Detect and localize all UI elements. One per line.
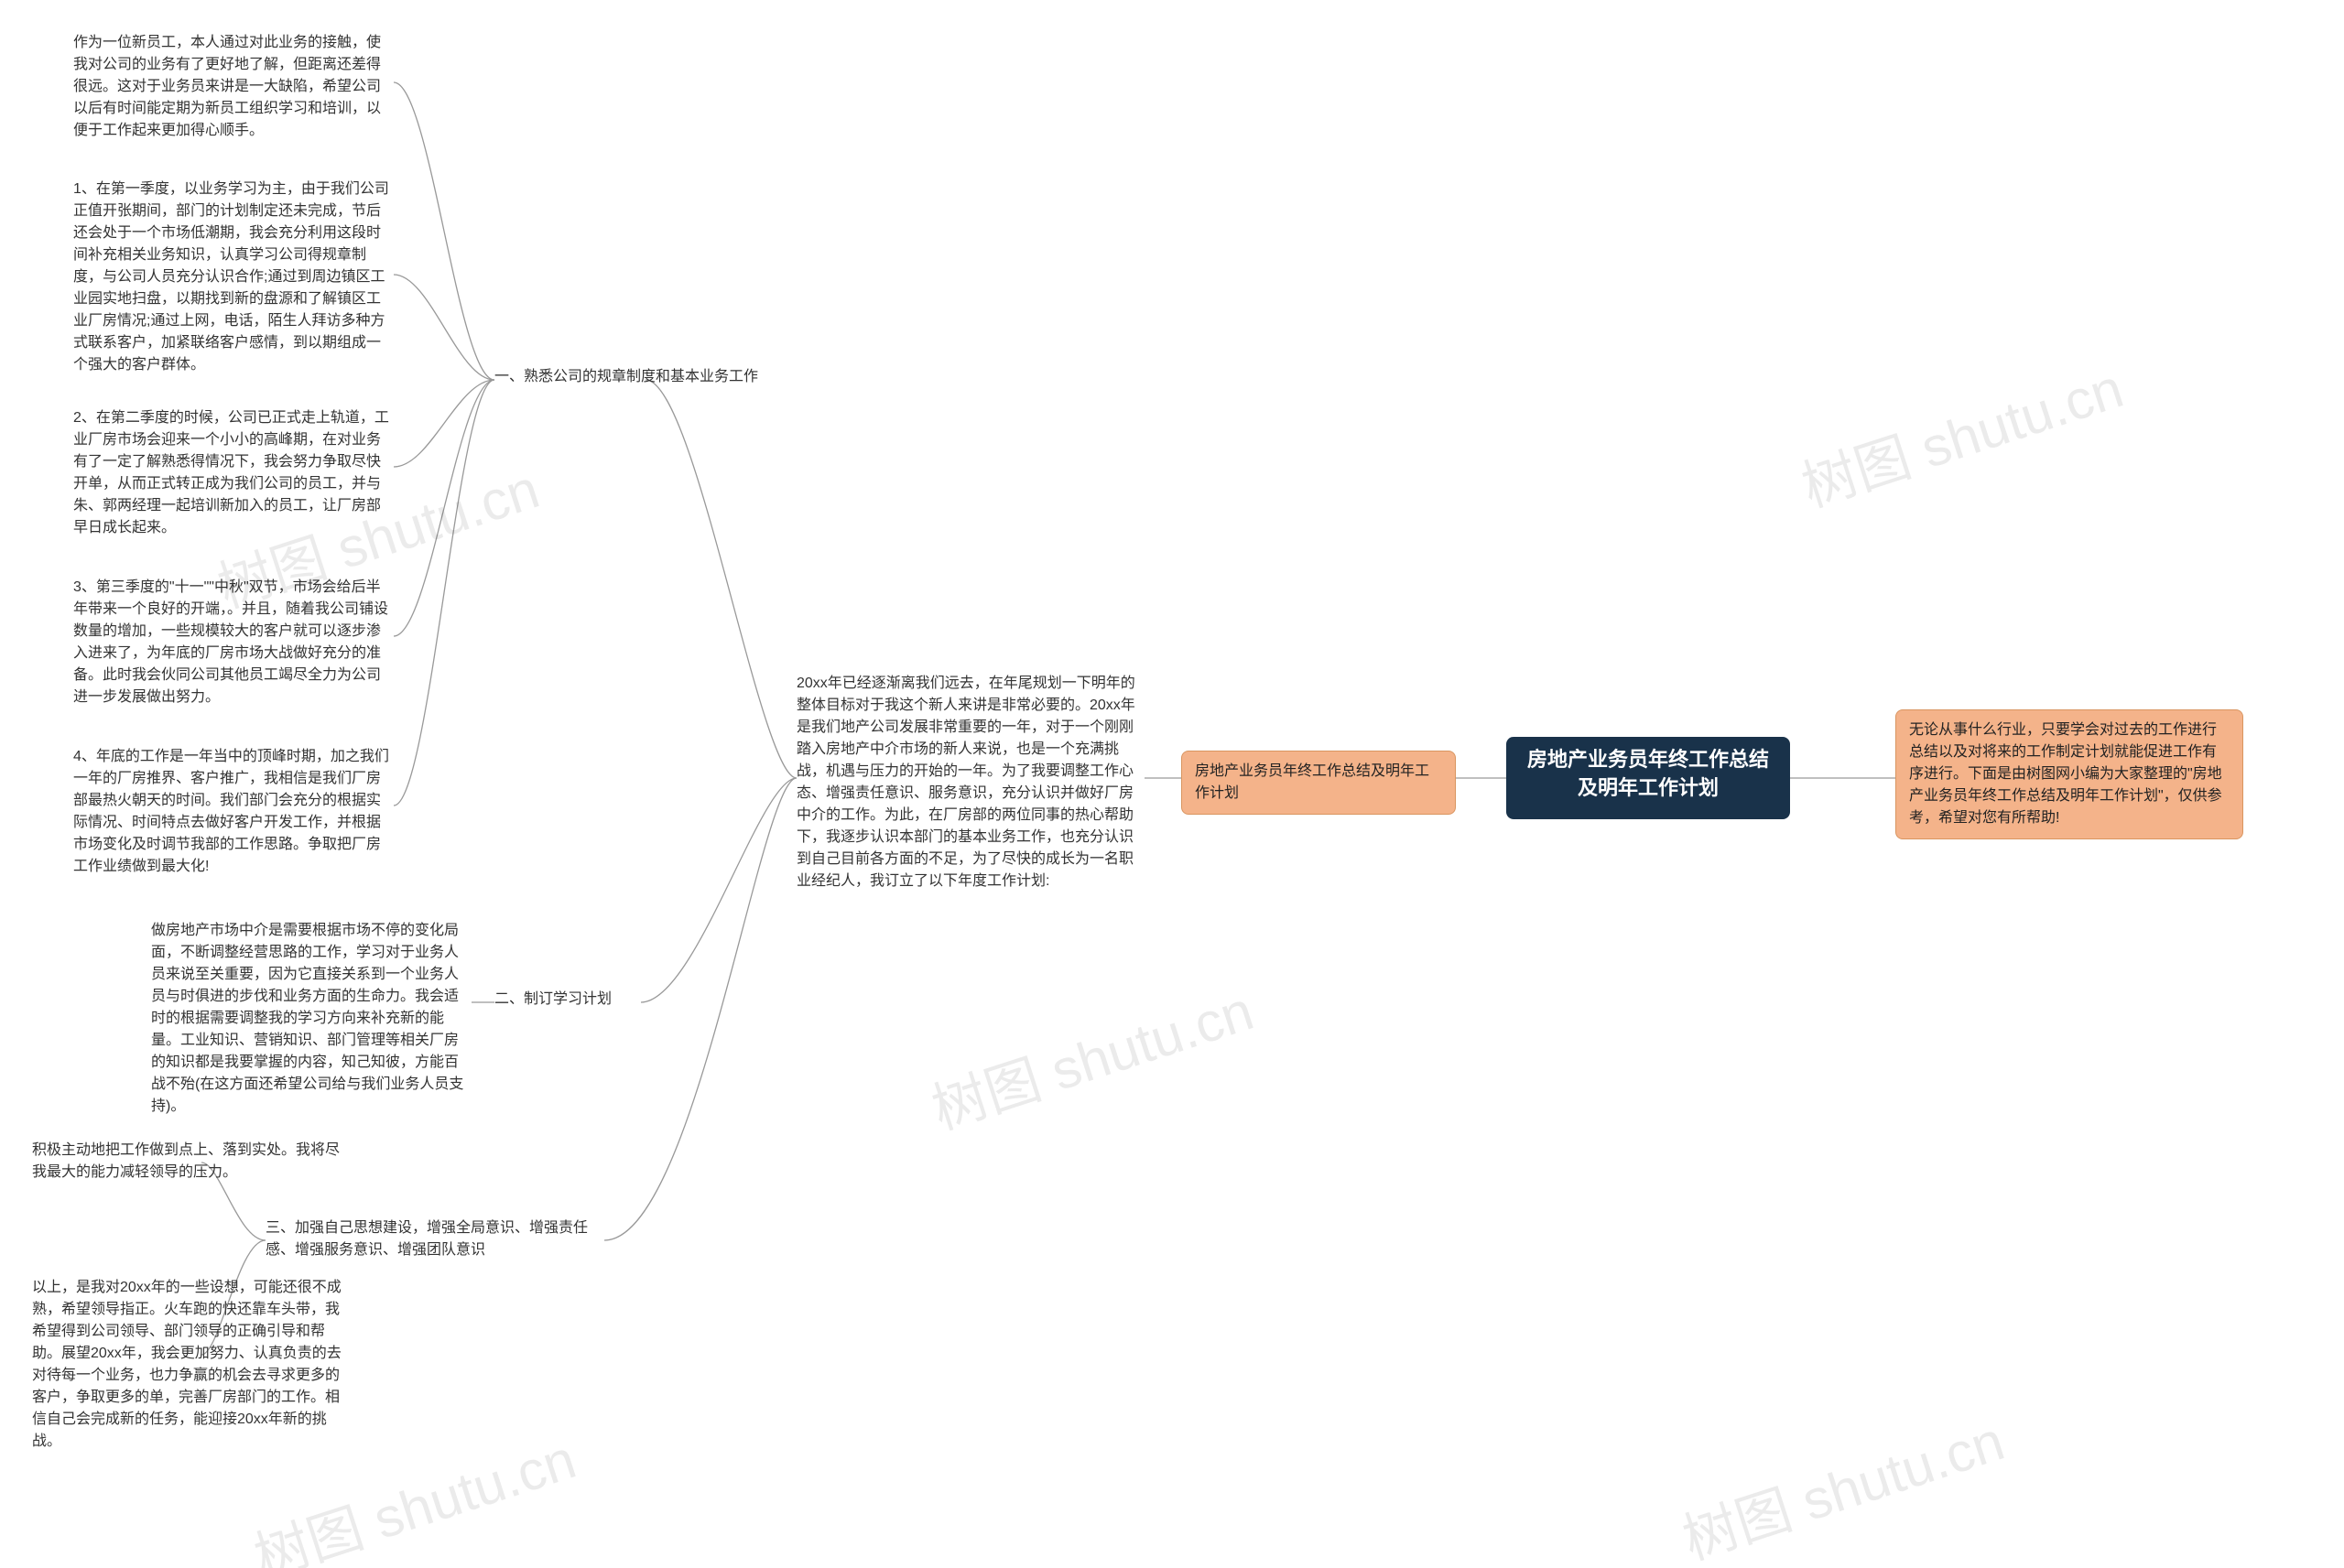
section-heading: 二、制订学习计划 — [494, 989, 641, 1011]
connector-path — [394, 82, 494, 380]
leaf-paragraph: 1、在第一季度，以业务学习为主，由于我们公司正值开张期间，部门的计划制定还未完成… — [73, 178, 394, 376]
watermark: 树图 shutu.cn — [1671, 1397, 2013, 1568]
right-summary-note: 无论从事什么行业，只要学会对过去的工作进行总结以及对将来的工作制定计划就能促进工… — [1895, 709, 2243, 839]
leaf-paragraph: 2、在第二季度的时候，公司已正式走上轨道，工业厂房市场会迎来一个小小的高峰期，在… — [73, 407, 394, 539]
leaf-paragraph: 3、第三季度的"十一""中秋"双节，市场会给后半年带来一个良好的开端，。并且，随… — [73, 577, 394, 708]
watermark: 树图 shutu.cn — [1790, 344, 2132, 523]
connector-path — [394, 380, 494, 467]
connector-path — [641, 778, 797, 1002]
watermark: 树图 shutu.cn — [920, 967, 1262, 1145]
root-node: 房地产业务员年终工作总结及明年工作计划 — [1506, 737, 1790, 819]
leaf-paragraph: 做房地产市场中介是需要根据市场不停的变化局面，不断调整经营思路的工作，学习对于业… — [151, 920, 472, 1118]
left-main-node: 房地产业务员年终工作总结及明年工作计划 — [1181, 751, 1456, 815]
connector-path — [394, 380, 494, 636]
leaf-paragraph: 4、年底的工作是一年当中的顶峰时期，加之我们一年的厂房推界、客户推广，我相信是我… — [73, 746, 394, 878]
intro-paragraph: 20xx年已经逐渐离我们远去，在年尾规划一下明年的整体目标对于我这个新人来讲是非… — [797, 673, 1145, 892]
leaf-paragraph: 以上，是我对20xx年的一些设想，可能还很不成熟，希望领导指正。火车跑的快还靠车… — [32, 1277, 353, 1453]
connector-path — [394, 275, 494, 380]
connector-path — [394, 380, 494, 806]
section-heading: 三、加强自己思想建设，增强全局意识、增强责任感、增强服务意识、增强团队意识 — [266, 1217, 604, 1261]
section-heading: 一、熟悉公司的规章制度和基本业务工作 — [494, 366, 797, 388]
leaf-paragraph: 积极主动地把工作做到点上、落到实处。我将尽我最大的能力减轻领导的压力。 — [32, 1140, 353, 1184]
leaf-paragraph: 作为一位新员工，本人通过对此业务的接触，使我对公司的业务有了更好地了解，但距离还… — [73, 32, 394, 142]
connector-path — [646, 380, 797, 778]
